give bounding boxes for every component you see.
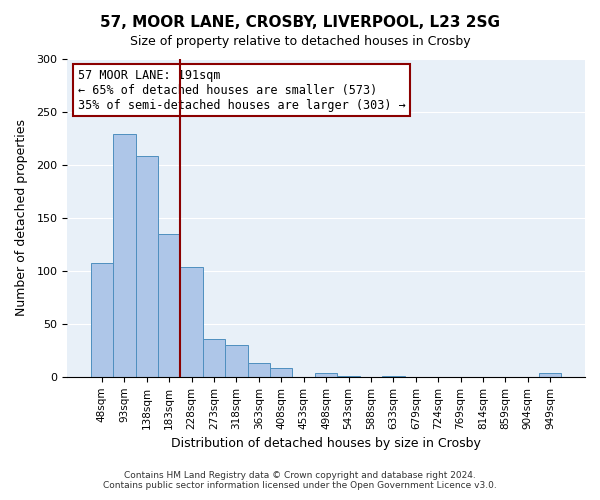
Bar xyxy=(225,345,248,377)
Bar xyxy=(539,372,562,377)
Text: Size of property relative to detached houses in Crosby: Size of property relative to detached ho… xyxy=(130,35,470,48)
Bar xyxy=(181,266,203,377)
Bar xyxy=(382,376,404,377)
Bar xyxy=(248,363,270,377)
Text: Contains HM Land Registry data © Crown copyright and database right 2024.
Contai: Contains HM Land Registry data © Crown c… xyxy=(103,470,497,490)
X-axis label: Distribution of detached houses by size in Crosby: Distribution of detached houses by size … xyxy=(171,437,481,450)
Text: 57, MOOR LANE, CROSBY, LIVERPOOL, L23 2SG: 57, MOOR LANE, CROSBY, LIVERPOOL, L23 2S… xyxy=(100,15,500,30)
Bar xyxy=(158,234,181,377)
Bar xyxy=(270,368,292,377)
Bar xyxy=(113,134,136,377)
Y-axis label: Number of detached properties: Number of detached properties xyxy=(15,120,28,316)
Bar xyxy=(91,264,113,377)
Bar xyxy=(136,156,158,377)
Bar xyxy=(315,372,337,377)
Bar xyxy=(203,338,225,377)
Text: 57 MOOR LANE: 191sqm
← 65% of detached houses are smaller (573)
35% of semi-deta: 57 MOOR LANE: 191sqm ← 65% of detached h… xyxy=(77,68,405,112)
Bar xyxy=(337,376,360,377)
